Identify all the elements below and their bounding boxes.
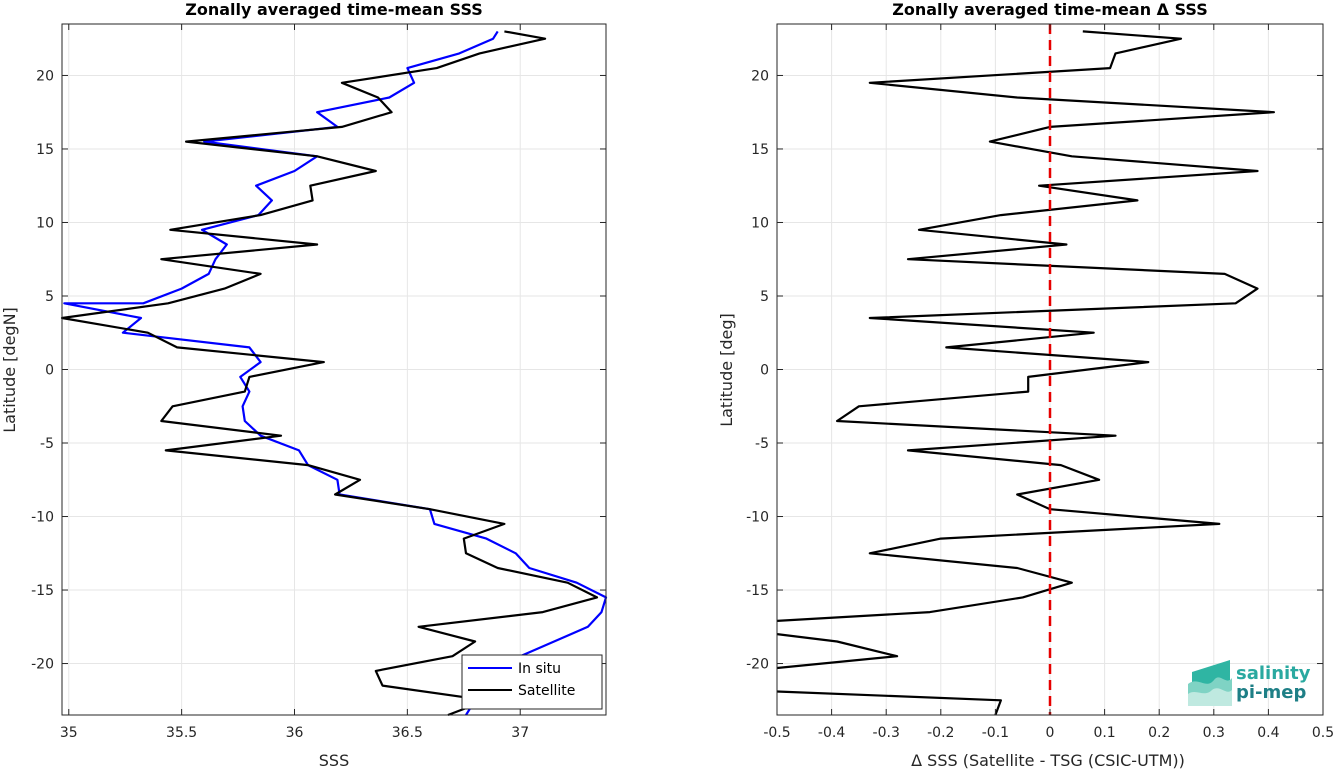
delta-sss-y-tick-label: 5 xyxy=(760,289,769,305)
delta-sss-x-tick-label: -0.4 xyxy=(818,725,845,741)
delta-sss-y-tick-label: -15 xyxy=(746,583,769,599)
legend-in-situ-label: In situ xyxy=(518,661,561,677)
delta-sss-x-tick-label: 0.2 xyxy=(1148,725,1170,741)
delta-sss-panel: -0.5 -0.4 -0.3 -0.2 -0.1 0 0.1 0.2 0.3 0.4 0.5 20 15… xyxy=(717,0,1334,769)
sss-series-satellite-line xyxy=(60,30,599,717)
delta-sss-chart-title: Zonally averaged time-mean Δ SSS xyxy=(892,0,1208,19)
sss-y-tick-label: -20 xyxy=(31,657,54,673)
delta-sss-x-tick-label: 0 xyxy=(1046,725,1055,741)
delta-sss-y-tick-label: 20 xyxy=(751,68,769,84)
sss-ticks: 35 35.5 36 36.5 37 20 15 10 5 0 -5 -10 -15 -20 xyxy=(31,24,606,741)
delta-sss-x-tick-label: -0.2 xyxy=(927,725,954,741)
sss-y-tick-label: 20 xyxy=(36,68,54,84)
sss-y-tick-label: -5 xyxy=(40,436,54,452)
delta-sss-ticks: -0.5 -0.4 -0.3 -0.2 -0.1 0 0.1 0.2 0.3 0.4 0.5 20 15… xyxy=(746,24,1334,741)
delta-sss-series xyxy=(776,24,1276,716)
logo-waves-icon xyxy=(1188,660,1232,706)
sss-x-tick-label: 35.5 xyxy=(166,725,197,741)
sss-y-tick-label: 15 xyxy=(36,142,54,158)
sss-panel: 35 35.5 36 36.5 37 20 15 10 5 0 -5 -10 -15 -20 Zonall… xyxy=(0,0,608,769)
sss-y-tick-label: 10 xyxy=(36,215,54,231)
sss-x-tick-label: 35 xyxy=(60,725,78,741)
legend-satellite-label: Satellite xyxy=(518,683,575,699)
delta-sss-y-axis-label: Latitude [deg] xyxy=(717,313,736,427)
sss-x-tick-label: 37 xyxy=(511,725,529,741)
delta-sss-y-tick-label: -5 xyxy=(755,436,769,452)
sss-x-tick-label: 36.5 xyxy=(392,725,423,741)
delta-sss-y-tick-label: 0 xyxy=(760,363,769,379)
delta-sss-y-tick-label: 10 xyxy=(751,215,769,231)
delta-sss-y-tick-label: -10 xyxy=(746,510,769,526)
sss-y-tick-label: 0 xyxy=(45,363,54,379)
delta-sss-series-segment-1-line xyxy=(776,633,899,670)
delta-sss-x-tick-label: -0.5 xyxy=(763,725,790,741)
legend-box xyxy=(461,654,603,710)
logo-line2: pi-mep xyxy=(1236,682,1306,703)
delta-sss-x-tick-label: 0.5 xyxy=(1312,725,1334,741)
delta-sss-y-tick-label: 15 xyxy=(751,142,769,158)
delta-sss-y-tick-label: -20 xyxy=(746,657,769,673)
delta-sss-x-axis-label: Δ SSS (Satellite - TSG (CSIC-UTM)) xyxy=(911,751,1185,769)
sss-chart-title: Zonally averaged time-mean SSS xyxy=(185,0,483,19)
delta-sss-x-tick-label: 0.3 xyxy=(1203,725,1225,741)
sss-x-tick-label: 36 xyxy=(286,725,304,741)
sss-y-axis-label: Latitude [degN] xyxy=(0,307,19,433)
delta-sss-x-tick-label: -0.3 xyxy=(873,725,900,741)
salinity-pi-mep-logo: salinity pi-mep xyxy=(1188,660,1311,706)
sss-y-tick-label: -15 xyxy=(31,583,54,599)
delta-sss-x-tick-label: -0.1 xyxy=(982,725,1009,741)
legend: In situ Satellite xyxy=(461,654,603,710)
delta-sss-x-tick-label: 0.1 xyxy=(1093,725,1115,741)
delta-sss-series-segment-2-line xyxy=(776,690,1003,716)
sss-x-axis-label: SSS xyxy=(319,751,349,769)
sss-y-tick-label: 5 xyxy=(45,289,54,305)
delta-sss-series-segment-0-line xyxy=(776,30,1276,622)
delta-sss-x-tick-label: 0.4 xyxy=(1257,725,1279,741)
sss-y-tick-label: -10 xyxy=(31,510,54,526)
sss-grid xyxy=(62,24,606,715)
logo-line1: salinity xyxy=(1236,663,1311,684)
